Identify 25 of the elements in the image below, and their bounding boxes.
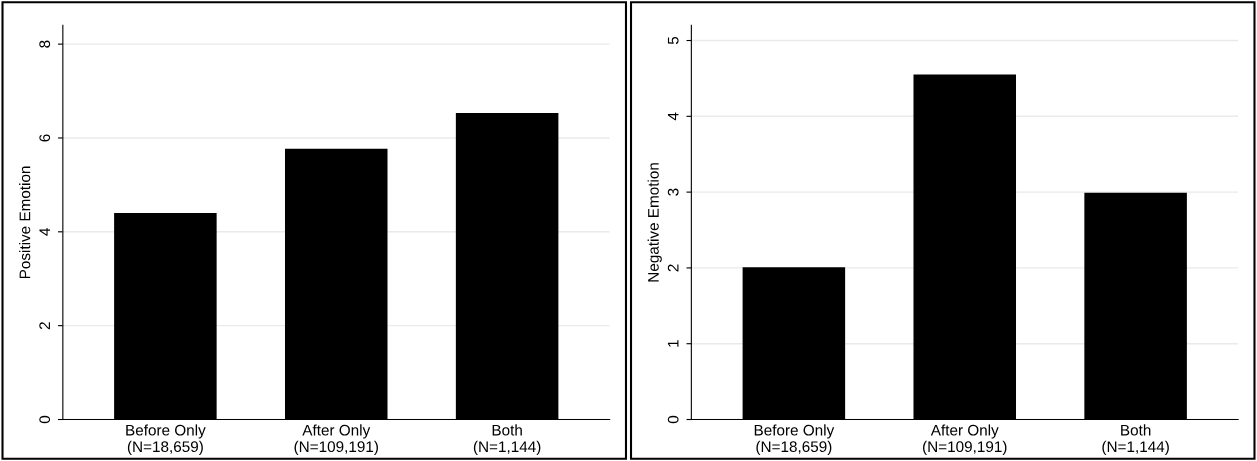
x-tick-label: Before Only (N=18,659) [754, 424, 835, 456]
bar [742, 267, 846, 420]
y-tick-label: 3 [667, 188, 679, 196]
bar [1084, 192, 1187, 420]
bar [284, 148, 388, 420]
y-tick-label: 1 [667, 340, 679, 347]
x-tick-label: Both (N=1,144) [473, 424, 541, 456]
bar [455, 113, 559, 420]
bar [114, 213, 217, 420]
y-tick-label: 0 [39, 415, 51, 424]
y-tick-label: 2 [39, 322, 50, 330]
bar [913, 74, 1017, 420]
x-tick-label: After Only (N=109,191) [294, 424, 378, 456]
y-axis-title: Negative Emotion [647, 163, 662, 282]
y-tick-label: 5 [667, 36, 679, 45]
y-tick-label: 0 [667, 415, 679, 424]
y-tick-label: 4 [667, 112, 679, 121]
y-axis-title: Positive Emotion [19, 166, 31, 279]
x-tick-label: Before Only (N=18,659) [126, 424, 206, 456]
y-tick-label: 4 [39, 228, 50, 236]
y-tick-label: 2 [667, 264, 679, 272]
x-tick-label: After Only (N=109,191) [923, 424, 1007, 456]
x-tick-label: Both (N=1,144) [1102, 424, 1169, 456]
y-tick-label: 8 [39, 40, 51, 48]
y-tick-label: 6 [39, 134, 51, 142]
